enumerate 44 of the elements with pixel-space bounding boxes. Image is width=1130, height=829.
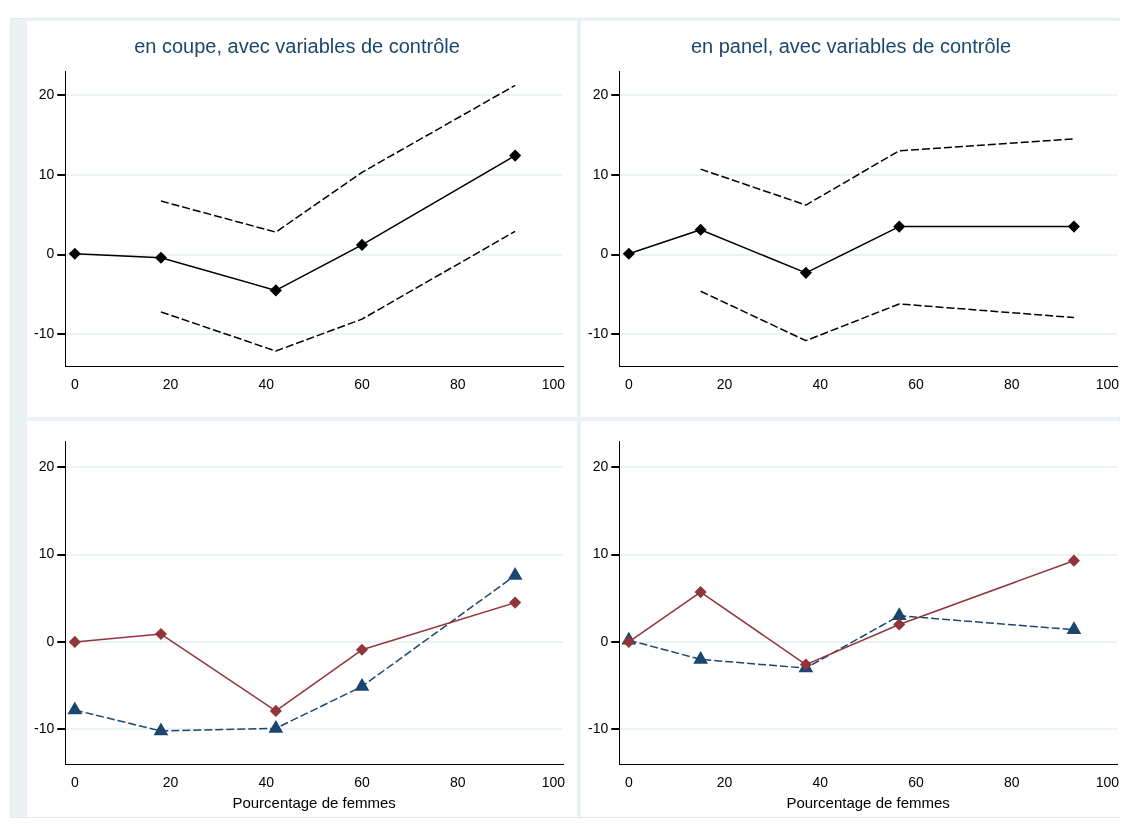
x-tick-label: 0: [70, 774, 79, 791]
y-tick-label: 20: [38, 458, 55, 475]
x-tick-label: 40: [812, 774, 829, 791]
x-axis-title: Pourcentage de femmes: [232, 794, 396, 812]
y-tick-label: 20: [592, 85, 609, 102]
x-tick-label: 40: [258, 774, 275, 791]
x-tick-label: 100: [541, 774, 566, 791]
x-tick-label: 20: [162, 774, 179, 791]
y-tick-label: 0: [46, 632, 55, 649]
x-tick-label: 80: [449, 774, 466, 791]
y-tick-label: -10: [588, 325, 609, 342]
x-tick-label: 0: [624, 774, 633, 791]
x-tick-label: 0: [70, 376, 79, 393]
x-tick-label: 60: [908, 376, 924, 393]
x-tick-label: 20: [716, 774, 733, 791]
x-tick-label: 80: [1003, 376, 1020, 393]
x-tick-label: 80: [1003, 774, 1020, 791]
y-tick-label: 0: [600, 245, 609, 262]
y-tick-label: -10: [34, 325, 55, 342]
y-tick-label: 20: [592, 458, 609, 475]
chart-title: en panel, avec variables de contrôle: [690, 34, 1012, 57]
x-tick-label: 20: [162, 376, 179, 393]
y-tick-label: 10: [38, 545, 55, 562]
x-tick-label: 100: [541, 376, 566, 393]
y-tick-label: 10: [592, 545, 609, 562]
x-tick-label: 40: [258, 376, 275, 393]
y-tick-label: 10: [38, 165, 55, 182]
y-tick-label: 0: [600, 632, 609, 649]
x-tick-label: 20: [716, 376, 733, 393]
x-tick-label: 60: [354, 376, 370, 393]
y-tick-label: 0: [46, 245, 55, 262]
x-tick-label: 60: [908, 774, 924, 791]
x-tick-label: 60: [354, 774, 370, 791]
y-tick-label: -10: [588, 720, 609, 737]
y-tick-label: 20: [38, 85, 55, 102]
x-tick-label: 0: [624, 376, 633, 393]
y-tick-label: 10: [592, 165, 609, 182]
x-axis-title: Pourcentage de femmes: [786, 794, 950, 812]
x-tick-label: 40: [812, 376, 829, 393]
y-tick-label: -10: [34, 720, 55, 737]
x-tick-label: 80: [449, 376, 466, 393]
chart-title: en coupe, avec variables de contrôle: [134, 34, 460, 57]
x-tick-label: 100: [1095, 376, 1120, 393]
x-tick-label: 100: [1095, 774, 1120, 791]
